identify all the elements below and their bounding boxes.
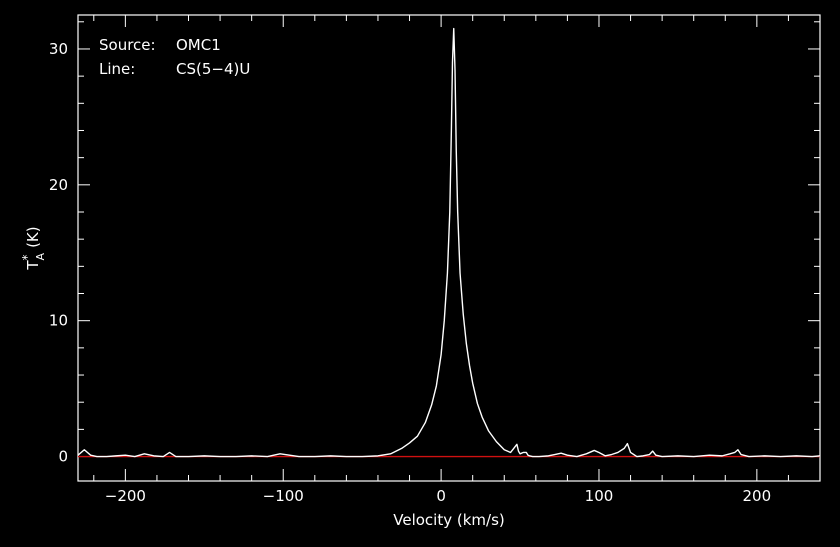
x-tick-label: −100 xyxy=(263,487,304,505)
axis-ticks xyxy=(78,15,821,481)
annotation-value: OMC1 xyxy=(176,36,221,54)
y-label-unit: (K) xyxy=(24,226,42,248)
annotation-value: CS(5−4)U xyxy=(176,60,250,78)
y-label-superscript: * xyxy=(20,254,34,260)
annotation-key: Source: xyxy=(99,36,156,54)
y-label-base: T xyxy=(24,260,42,271)
annotation-block: Source: OMC1 Line: CS(5−4)U xyxy=(99,36,250,78)
annotation-key: Line: xyxy=(99,60,135,78)
axis-tick-labels: −200 −100 0 100 200 0 10 20 30 xyxy=(49,40,771,505)
y-tick-label: 20 xyxy=(49,176,68,194)
y-label-subscript: A xyxy=(34,252,47,260)
x-axis-label: Velocity (km/s) xyxy=(393,511,504,529)
x-tick-label: 0 xyxy=(436,487,446,505)
x-tick-label: −200 xyxy=(105,487,146,505)
y-tick-label: 10 xyxy=(49,312,68,330)
plot-frame xyxy=(77,14,821,482)
y-tick-label: 30 xyxy=(49,40,68,58)
y-axis-label: T*A (K) xyxy=(20,226,47,270)
spectrum-line xyxy=(77,27,821,458)
y-tick-label: 0 xyxy=(58,448,68,466)
x-tick-label: 100 xyxy=(585,487,614,505)
x-tick-label: 200 xyxy=(743,487,772,505)
